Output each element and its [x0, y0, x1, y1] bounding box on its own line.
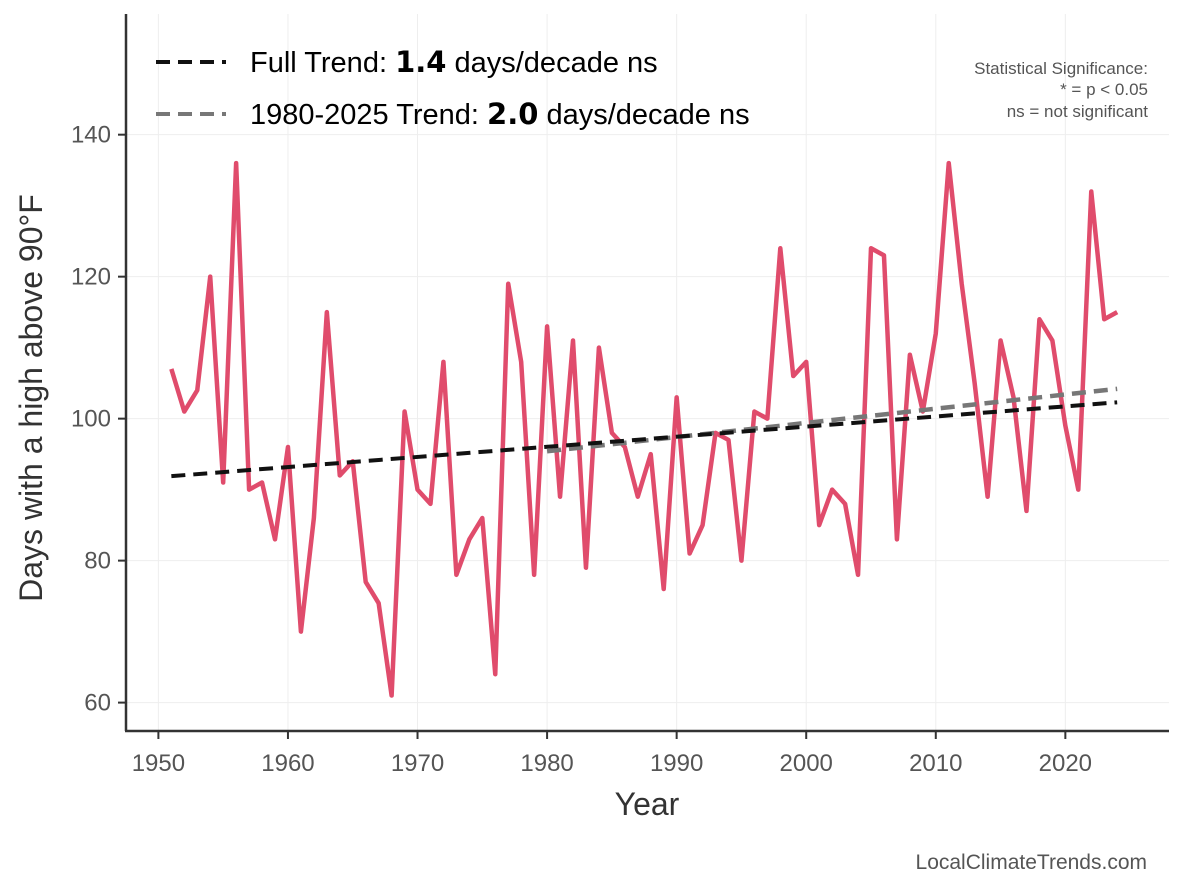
x-axis-title: Year [615, 786, 680, 822]
x-tick-label: 1980 [520, 750, 573, 777]
y-tick-label: 60 [84, 690, 111, 717]
significance-title: Statistical Significance: [974, 59, 1148, 78]
axes-layer [124, 14, 1169, 733]
y-tick-label: 140 [71, 122, 111, 149]
ticks-layer: 60 80 100 120 140 1950 1960 1970 1980 1990 2000 201… [71, 122, 1092, 777]
legend-recent-trend-prefix: 1980-2025 Trend: [250, 99, 487, 131]
source-caption: LocalClimateTrends.com [916, 851, 1147, 874]
y-tick-label: 100 [71, 406, 111, 433]
legend-full-trend-label: Full Trend: 1.4 days/decade ns [250, 45, 658, 79]
x-tick-label: 2020 [1039, 750, 1092, 777]
x-tick-label: 2010 [909, 750, 962, 777]
x-tick-label: 2000 [780, 750, 833, 777]
legend-full-trend-prefix: Full Trend: [250, 47, 395, 79]
legend-recent-trend-value: 2.0 [487, 97, 538, 131]
x-tick-label: 1960 [261, 750, 314, 777]
y-tick-label: 80 [84, 548, 111, 575]
significance-note: Statistical Significance: * = p < 0.05 n… [974, 59, 1148, 121]
grid-layer [126, 14, 1169, 731]
x-tick-label: 1970 [391, 750, 444, 777]
y-axis-title: Days with a high above 90°F [13, 194, 49, 602]
significance-line-1: * = p < 0.05 [1060, 80, 1148, 99]
series-layer [169, 160, 1119, 698]
legend-full-trend-value: 1.4 [395, 45, 446, 79]
full-trend-line [171, 400, 1118, 479]
observed-line [169, 160, 1119, 698]
legend-recent-trend-suffix: days/decade ns [538, 99, 749, 131]
legend: Full Trend: 1.4 days/decade ns 1980-2025… [156, 45, 750, 131]
x-tick-label: 1990 [650, 750, 703, 777]
legend-full-trend-suffix: days/decade ns [446, 47, 657, 79]
y-tick-label: 120 [71, 264, 111, 291]
significance-line-2: ns = not significant [1007, 102, 1149, 121]
legend-recent-trend-label: 1980-2025 Trend: 2.0 days/decade ns [250, 97, 750, 131]
x-tick-label: 1950 [132, 750, 185, 777]
